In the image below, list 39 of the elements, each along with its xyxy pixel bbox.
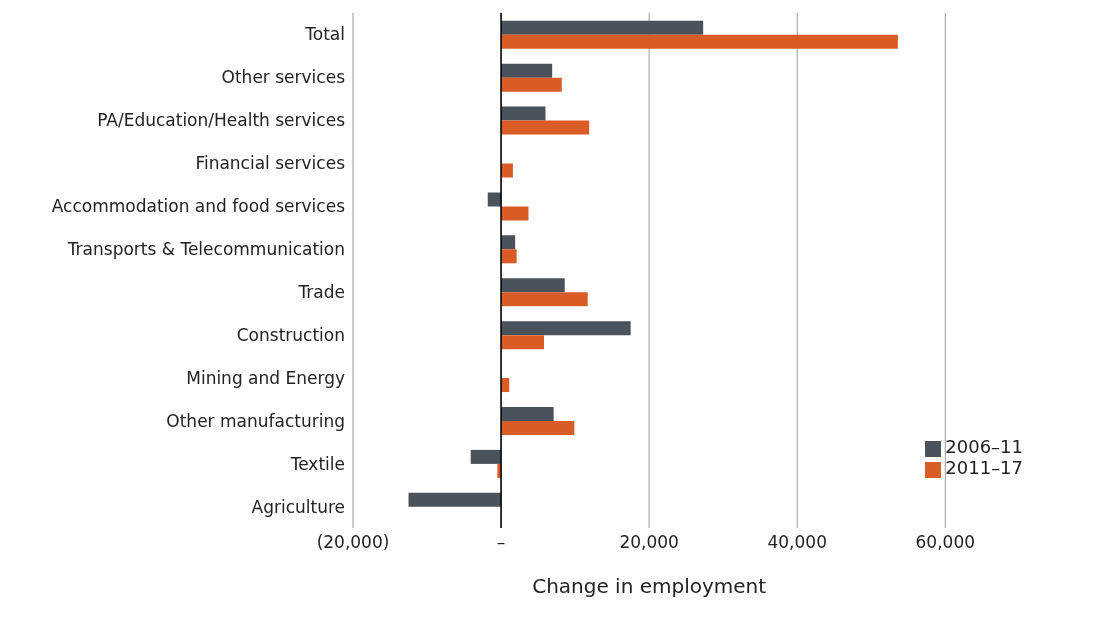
bar: [501, 249, 517, 264]
bar: [501, 163, 513, 178]
bar: [501, 34, 898, 49]
x-tick-label: 20,000: [619, 532, 679, 553]
bar: [501, 335, 545, 350]
y-tick-label: Construction: [236, 324, 345, 345]
y-tick-label: Financial services: [195, 153, 346, 174]
bar: [408, 492, 502, 507]
y-tick-label: Total: [304, 24, 345, 45]
x-tick-label: 60,000: [915, 532, 976, 553]
bar: [501, 321, 631, 336]
legend-label: 2006–11: [945, 436, 1023, 457]
x-tick-label: –: [496, 532, 506, 553]
bar: [470, 449, 502, 464]
bar: [501, 420, 575, 435]
bar: [501, 292, 588, 307]
bar: [501, 120, 590, 135]
y-tick-label: Transports & Telecommunication: [66, 239, 345, 260]
bar: [501, 106, 546, 121]
y-tick-label: Trade: [297, 281, 345, 302]
legend-label: 2011–17: [945, 457, 1023, 478]
bar: [487, 192, 502, 207]
bar: [501, 20, 704, 35]
bar: [501, 235, 516, 250]
bar: [501, 77, 562, 92]
y-tick-label: PA/Education/Health services: [97, 110, 346, 131]
x-tick-label: (20,000): [316, 532, 390, 553]
bar: [501, 406, 554, 421]
y-tick-label: Other services: [221, 67, 346, 88]
bar: [501, 278, 565, 293]
bar: [501, 206, 529, 221]
y-tick-label: Mining and Energy: [186, 367, 345, 388]
x-tick-label: 40,000: [767, 532, 827, 553]
y-tick-label: Accommodation and food services: [51, 196, 346, 217]
y-tick-label: Other manufacturing: [166, 410, 345, 431]
y-tick-label: Textile: [289, 453, 345, 474]
y-tick-label: Agriculture: [251, 496, 345, 517]
x-axis-title: Change in employment: [532, 574, 767, 598]
bar: [501, 63, 553, 78]
